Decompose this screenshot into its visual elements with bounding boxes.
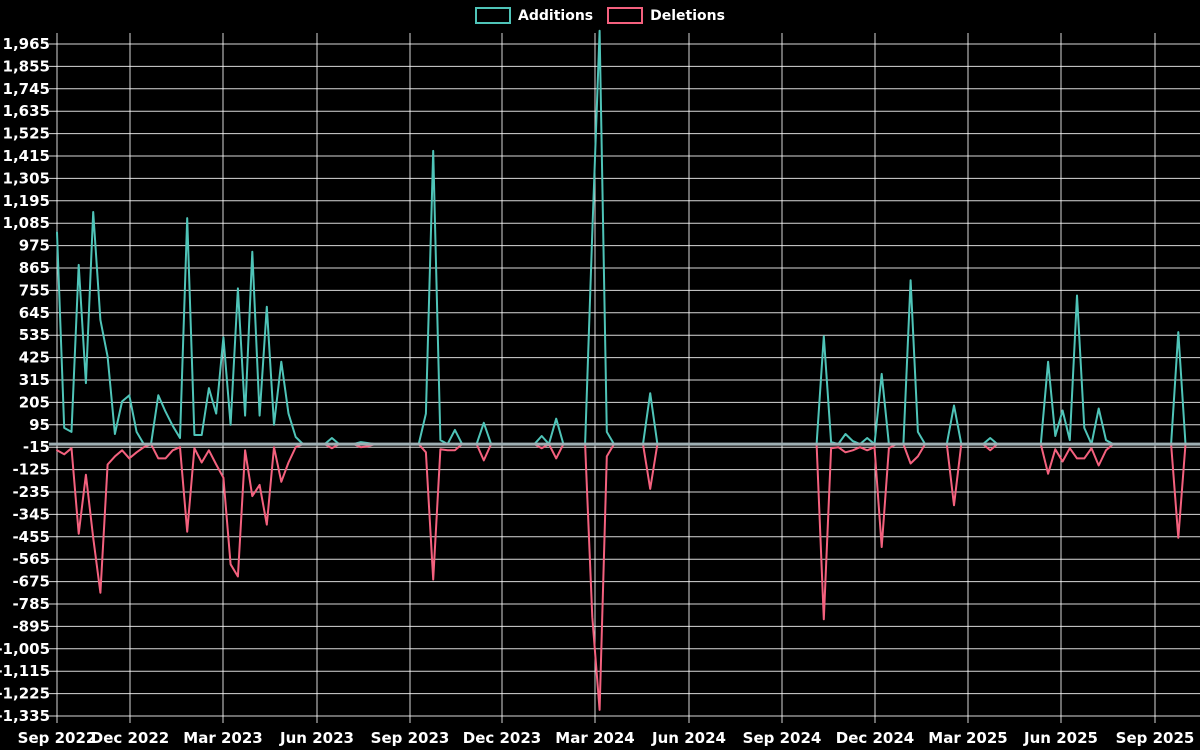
y-tick-label: 1,415 (3, 147, 50, 165)
y-tick-label: -1,115 (0, 662, 50, 680)
y-tick-label: 1,745 (3, 80, 50, 98)
y-tick-label: -1,335 (0, 707, 50, 725)
y-tick-label: -675 (12, 573, 50, 591)
y-tick-label: 95 (29, 416, 50, 434)
x-tick-label: Sep 2025 (1116, 729, 1195, 747)
x-tick-label: Jun 2023 (279, 729, 354, 747)
y-tick-label: -235 (12, 483, 50, 501)
y-tick-label: -15 (23, 438, 50, 456)
deletions-line (56, 443, 1200, 711)
legend-item-deletions[interactable]: Deletions (607, 7, 725, 24)
y-tick-label: 865 (19, 259, 50, 277)
y-tick-label: 1,525 (3, 125, 50, 143)
y-tick-label: 1,085 (3, 214, 50, 232)
y-tick-label: -785 (12, 595, 50, 613)
x-tick-label: Sep 2023 (371, 729, 450, 747)
legend-item-additions[interactable]: Additions (475, 7, 593, 24)
y-tick-label: 1,635 (3, 102, 50, 120)
x-tick-label: Dec 2022 (91, 729, 170, 747)
x-tick-label: Sep 2022 (18, 729, 97, 747)
y-tick-label: 1,195 (3, 192, 50, 210)
y-tick-label: 205 (19, 393, 50, 411)
additions-legend-label: Additions (518, 7, 594, 24)
additions-line (56, 29, 1200, 446)
x-tick-label: Jun 2024 (651, 729, 726, 747)
y-tick-label: -565 (12, 550, 50, 568)
y-tick-label: 975 (19, 237, 50, 255)
y-tick-label: 1,855 (3, 57, 50, 75)
y-tick-label: 535 (19, 326, 50, 344)
x-tick-label: Dec 2023 (463, 729, 542, 747)
additions-swatch-icon (475, 7, 512, 24)
y-tick-label: 755 (19, 281, 50, 299)
y-tick-label: 315 (19, 371, 50, 389)
y-tick-label: -455 (12, 528, 50, 546)
x-tick-label: Mar 2024 (555, 729, 634, 747)
y-tick-label: -895 (12, 617, 50, 635)
y-tick-label: -345 (12, 505, 50, 523)
deletions-swatch-icon (607, 7, 644, 24)
x-tick-label: Sep 2024 (743, 729, 822, 747)
y-tick-label: 1,305 (3, 169, 50, 187)
y-tick-label: -125 (12, 461, 50, 479)
y-tick-label: -1,005 (0, 640, 50, 658)
x-tick-label: Mar 2023 (183, 729, 262, 747)
y-tick-label: 425 (19, 349, 50, 367)
y-tick-label: 645 (19, 304, 50, 322)
x-tick-label: Mar 2025 (928, 729, 1007, 747)
x-tick-label: Jun 2025 (1023, 729, 1098, 747)
deletions-legend-label: Deletions (650, 7, 725, 24)
legend: Additions Deletions (0, 7, 1200, 24)
x-tick-label: Dec 2024 (836, 729, 915, 747)
y-tick-label: 1,965 (3, 35, 50, 53)
y-tick-label: -1,225 (0, 685, 50, 703)
